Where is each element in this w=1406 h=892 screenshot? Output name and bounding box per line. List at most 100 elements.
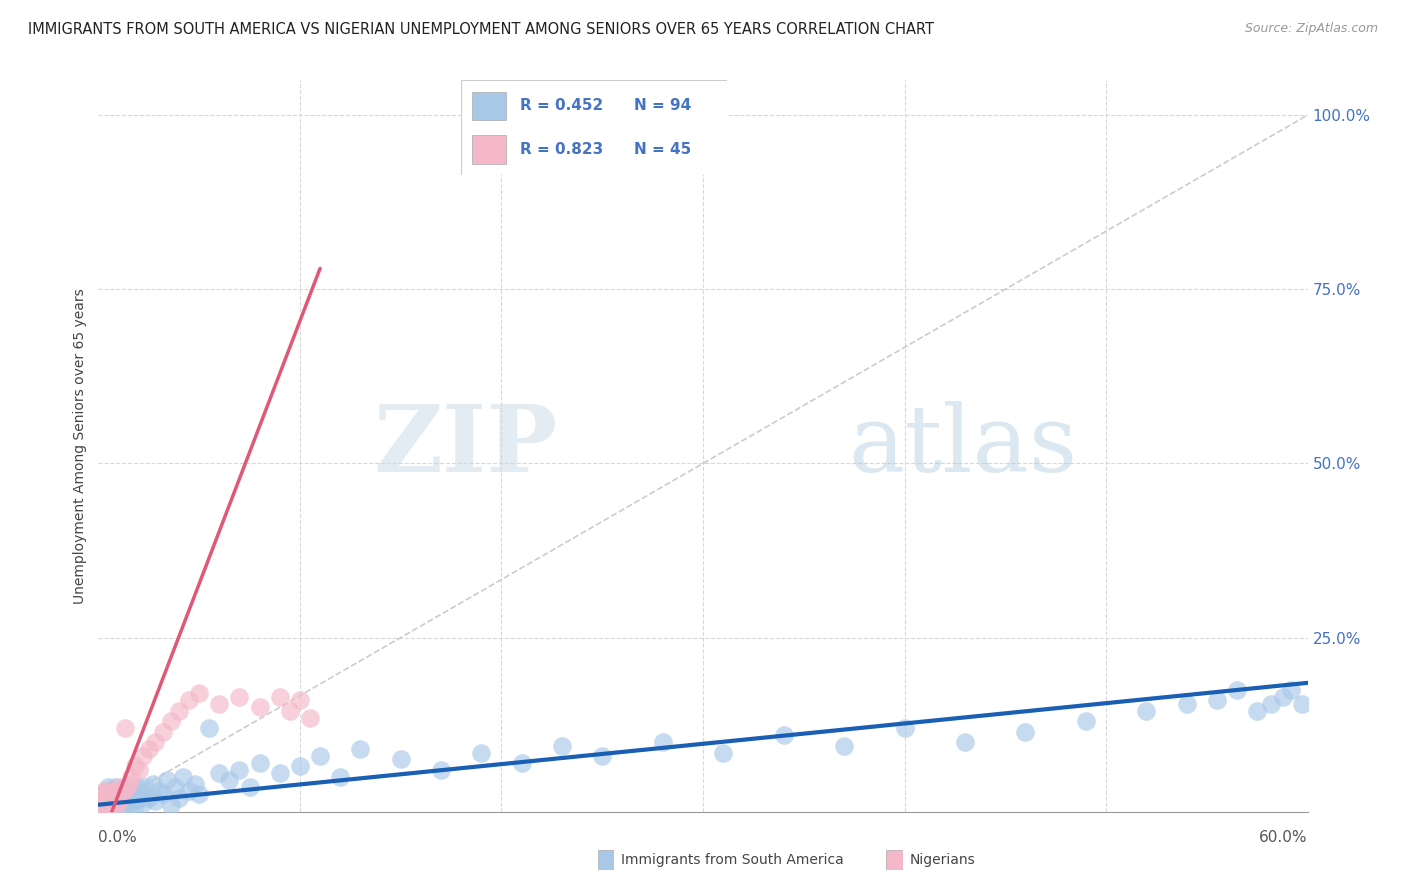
Point bbox=[100, 784, 122, 798]
Point bbox=[120, 770, 142, 784]
Point bbox=[100, 790, 122, 805]
Point bbox=[93, 790, 115, 805]
Point bbox=[89, 797, 111, 812]
Point bbox=[103, 780, 125, 795]
Text: N = 94: N = 94 bbox=[634, 98, 692, 113]
Point bbox=[288, 759, 311, 773]
Text: R = 0.823: R = 0.823 bbox=[520, 142, 603, 157]
Point bbox=[160, 797, 183, 812]
Point bbox=[177, 784, 201, 798]
Point bbox=[103, 787, 125, 801]
Point bbox=[110, 794, 132, 808]
Point bbox=[218, 773, 240, 788]
Point bbox=[96, 787, 118, 801]
Point bbox=[167, 790, 190, 805]
Bar bbox=[472, 136, 506, 164]
Point bbox=[107, 792, 129, 806]
Point bbox=[1246, 704, 1268, 718]
Point bbox=[349, 742, 371, 756]
Point bbox=[96, 797, 118, 811]
Y-axis label: Unemployment Among Seniors over 65 years: Unemployment Among Seniors over 65 years bbox=[73, 288, 87, 604]
Text: 60.0%: 60.0% bbox=[1260, 830, 1308, 845]
Point bbox=[128, 763, 150, 777]
Point bbox=[269, 766, 291, 780]
Point bbox=[97, 780, 120, 795]
Point bbox=[101, 792, 124, 806]
Point bbox=[152, 787, 174, 801]
Point bbox=[97, 792, 120, 806]
Text: IMMIGRANTS FROM SOUTH AMERICA VS NIGERIAN UNEMPLOYMENT AMONG SENIORS OVER 65 YEA: IMMIGRANTS FROM SOUTH AMERICA VS NIGERIA… bbox=[28, 22, 934, 37]
Point bbox=[651, 735, 673, 749]
Point bbox=[105, 797, 128, 812]
Point bbox=[120, 794, 142, 808]
Point bbox=[129, 785, 152, 799]
Point bbox=[124, 797, 146, 812]
Text: Immigrants from South America: Immigrants from South America bbox=[621, 853, 844, 867]
Point bbox=[1135, 704, 1157, 718]
Point bbox=[228, 763, 250, 777]
Point bbox=[118, 777, 141, 791]
Point bbox=[100, 797, 122, 812]
Point bbox=[228, 690, 250, 704]
Point bbox=[249, 756, 271, 770]
Point bbox=[96, 784, 118, 798]
Point bbox=[91, 801, 114, 815]
Point bbox=[1074, 714, 1097, 728]
Point bbox=[711, 746, 734, 760]
Point bbox=[1226, 682, 1249, 697]
Point bbox=[278, 704, 301, 718]
Point bbox=[1260, 697, 1282, 711]
Point bbox=[148, 784, 170, 798]
Point bbox=[551, 739, 574, 753]
Point bbox=[100, 797, 122, 812]
Point bbox=[167, 704, 190, 718]
Point bbox=[893, 721, 915, 735]
Point bbox=[89, 797, 111, 812]
Point bbox=[96, 797, 118, 812]
Point bbox=[110, 784, 132, 798]
Point bbox=[329, 770, 352, 784]
Point bbox=[591, 749, 613, 764]
Point bbox=[103, 789, 125, 804]
Point bbox=[93, 797, 115, 812]
Point bbox=[107, 799, 129, 814]
Point bbox=[118, 799, 141, 814]
Point bbox=[1291, 697, 1313, 711]
Point bbox=[163, 780, 186, 795]
Point bbox=[142, 777, 165, 791]
Point bbox=[389, 752, 412, 766]
Point bbox=[105, 790, 128, 805]
Point bbox=[198, 721, 221, 735]
Point bbox=[93, 799, 115, 814]
Point bbox=[97, 787, 120, 801]
Point bbox=[93, 784, 115, 798]
Point bbox=[105, 797, 128, 812]
Text: R = 0.452: R = 0.452 bbox=[520, 98, 603, 113]
Point bbox=[93, 787, 115, 801]
Point bbox=[111, 784, 134, 798]
Point bbox=[1206, 693, 1229, 707]
Point bbox=[177, 693, 201, 707]
Point bbox=[93, 797, 115, 811]
Point bbox=[89, 790, 111, 805]
Point bbox=[132, 797, 155, 811]
Point bbox=[1014, 724, 1036, 739]
Point bbox=[1272, 690, 1295, 704]
Text: atlas: atlas bbox=[848, 401, 1077, 491]
Point bbox=[953, 735, 976, 749]
Point bbox=[107, 785, 129, 799]
Text: N = 45: N = 45 bbox=[634, 142, 692, 157]
Point bbox=[97, 801, 120, 815]
Point bbox=[832, 739, 855, 753]
Point bbox=[138, 742, 160, 756]
Point bbox=[97, 799, 120, 814]
Point bbox=[128, 792, 150, 806]
Point bbox=[1175, 697, 1198, 711]
Point bbox=[134, 780, 156, 795]
Point bbox=[111, 797, 134, 812]
Point bbox=[114, 797, 136, 811]
Point bbox=[97, 794, 120, 808]
Point bbox=[125, 780, 148, 795]
Point bbox=[89, 792, 111, 806]
Text: Nigerians: Nigerians bbox=[910, 853, 976, 867]
